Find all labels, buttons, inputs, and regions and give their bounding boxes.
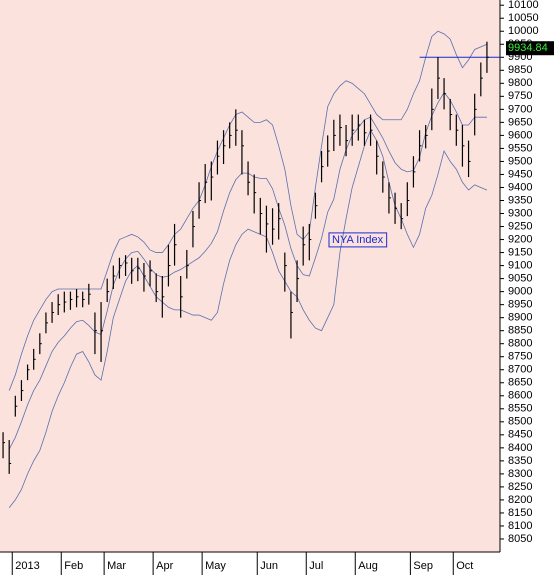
y-tick-label: 9650 [508,116,532,128]
y-tick-label: 9250 [508,220,532,232]
x-tick-label: Jul [309,560,323,572]
y-tick-label: 8500 [508,416,532,428]
x-tick-label: Oct [456,560,473,572]
y-tick-label: 8600 [508,390,532,402]
x-tick-label: Apr [156,560,173,572]
index-label: NYA Index [332,234,384,246]
y-tick-label: 8850 [508,325,532,337]
y-tick-label: 9750 [508,90,532,102]
index-label-box [328,232,388,248]
y-tick-label: 9100 [508,259,532,271]
y-tick-label: 9450 [508,168,532,180]
y-tick-label: 9150 [508,246,532,258]
x-tick-label: Jun [260,560,278,572]
y-tick-label: 8250 [508,481,532,493]
y-tick-label: 9000 [508,286,532,298]
y-tick-label: 8450 [508,429,532,441]
x-tick-label: Sep [413,560,433,572]
y-tick-label: 9600 [508,129,532,141]
y-tick-label: 9300 [508,207,532,219]
y-tick-label: 9050 [508,273,532,285]
y-tick-label: 8900 [508,312,532,324]
y-tick-label: 8200 [508,494,532,506]
y-tick-label: 8100 [508,520,532,532]
y-tick-label: 9550 [508,142,532,154]
y-tick-label: 8350 [508,455,532,467]
y-tick-label: 8800 [508,338,532,350]
x-tick-label: Feb [64,560,83,572]
y-tick-label: 8300 [508,468,532,480]
y-tick-label: 9350 [508,194,532,206]
y-tick-label: 9800 [508,77,532,89]
bollinger-band [8,129,488,508]
x-tick-label: Aug [358,560,378,572]
y-tick-label: 10000 [508,25,539,37]
plot-background [0,0,500,552]
x-tick-label: 2013 [15,560,39,572]
y-tick-label: 9500 [508,155,532,167]
y-tick-label: 8700 [508,364,532,376]
y-tick-label: 8150 [508,507,532,519]
y-tick-label: 8750 [508,351,532,363]
y-tick-label: 8550 [508,403,532,415]
y-tick-label: 8950 [508,299,532,311]
y-tick-label: 10050 [508,12,539,24]
y-tick-label: 8050 [508,533,532,545]
y-tick-label: 9200 [508,233,532,245]
y-tick-label: 9400 [508,181,532,193]
last-price-box [506,41,554,56]
y-tick-label: 8400 [508,442,532,454]
last-price-label: 9934.84 [508,42,548,54]
y-tick-label: 8650 [508,377,532,389]
y-tick-label: 9700 [508,103,532,115]
x-tick-label: Mar [107,560,126,572]
y-tick-label: 9850 [508,64,532,76]
y-tick-label: 10100 [508,0,539,11]
x-tick-label: May [205,560,226,572]
